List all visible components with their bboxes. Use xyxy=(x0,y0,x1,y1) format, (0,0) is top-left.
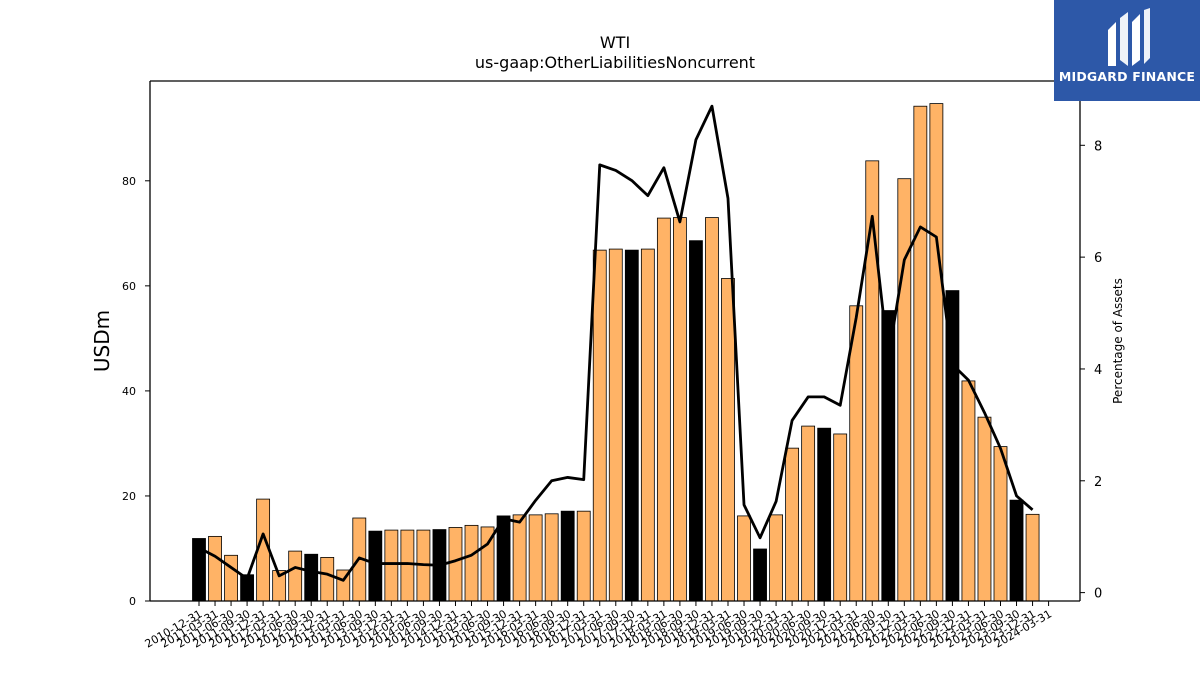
bar-2013-12-31 xyxy=(384,529,399,602)
bar-2023-12-31 xyxy=(1025,513,1040,602)
bar-2014-12-31 xyxy=(448,527,463,602)
bar-2022-03-31 xyxy=(913,105,928,602)
bar-2019-09-30 xyxy=(753,548,767,602)
y2-tick-label: 8 xyxy=(1094,139,1102,154)
bar-2018-03-31 xyxy=(656,217,671,602)
y2-tick-label: 0 xyxy=(1094,587,1102,602)
bar-2018-09-30 xyxy=(689,240,703,602)
bar-2020-03-31 xyxy=(785,447,800,602)
bar-2012-09-30 xyxy=(304,553,319,602)
bar-2010-12-31 xyxy=(192,538,206,602)
y2-axis-label: Percentage of Assets xyxy=(1111,278,1125,404)
bar-2012-12-31 xyxy=(320,557,335,602)
bar-2012-06-30 xyxy=(288,550,303,602)
bar-2017-06-30 xyxy=(608,248,623,602)
bar-2016-06-30 xyxy=(544,513,559,602)
bar-2015-09-30 xyxy=(496,515,511,602)
bar-2020-09-30 xyxy=(817,427,832,602)
y-tick-label: 20 xyxy=(122,490,136,503)
bar-2018-06-30 xyxy=(673,217,687,602)
y-axis-label: USDm xyxy=(90,310,114,372)
brand-logo: MIDGARD FINANCE xyxy=(1054,0,1200,101)
axes-layer: 0 20 40 60 80 0 2 4 6 8 xyxy=(122,80,1102,608)
bar-2017-12-31 xyxy=(640,248,655,602)
bar-2011-03-31 xyxy=(208,535,222,602)
bar-2017-03-31 xyxy=(592,249,607,602)
y-tick-label: 80 xyxy=(122,175,136,188)
bar-2016-12-31 xyxy=(576,510,591,602)
bars-layer xyxy=(192,103,1040,602)
percentage-line xyxy=(198,104,1034,582)
bar-2020-12-31 xyxy=(833,433,848,602)
bar-2023-09-30 xyxy=(1009,499,1024,602)
bar-2018-12-31 xyxy=(705,217,719,602)
x-tick-layer: 2010-12-312011-03-312011-06-302011-09-30… xyxy=(143,601,1054,651)
bar-2016-09-30 xyxy=(560,510,575,602)
bar-2017-09-30 xyxy=(624,249,639,602)
bar-2015-03-31 xyxy=(464,524,479,602)
bar-2011-06-30 xyxy=(224,554,238,602)
midgard-logo-icon xyxy=(1108,8,1150,66)
bar-2014-03-31 xyxy=(400,529,415,602)
bar-2019-12-31 xyxy=(769,514,783,602)
bar-2015-12-31 xyxy=(512,514,527,602)
chart-subtitle: us-gaap:OtherLiabilitiesNoncurrent xyxy=(475,53,755,72)
y2-tick-label: 2 xyxy=(1094,475,1102,490)
bar-2020-06-30 xyxy=(801,425,816,602)
bar-2019-03-31 xyxy=(721,278,735,602)
bar-2021-12-31 xyxy=(897,178,912,602)
logo-text: MIDGARD FINANCE xyxy=(1058,69,1196,84)
bar-2013-09-30 xyxy=(368,530,383,602)
bar-2023-06-30 xyxy=(993,446,1008,602)
bar-2023-03-31 xyxy=(977,416,992,602)
bar-2019-06-30 xyxy=(737,515,751,602)
bar-2022-12-31 xyxy=(961,380,976,602)
chart-title: WTI xyxy=(600,33,630,52)
y2-tick-label: 4 xyxy=(1094,363,1102,378)
y-tick-label: 0 xyxy=(129,595,136,608)
y2-tick-label: 6 xyxy=(1094,251,1102,266)
y-tick-label: 40 xyxy=(122,385,136,398)
bar-2022-06-30 xyxy=(929,103,944,602)
line-layer xyxy=(198,104,1034,582)
y-tick-label: 60 xyxy=(122,280,136,293)
bar-2016-03-31 xyxy=(528,514,543,602)
